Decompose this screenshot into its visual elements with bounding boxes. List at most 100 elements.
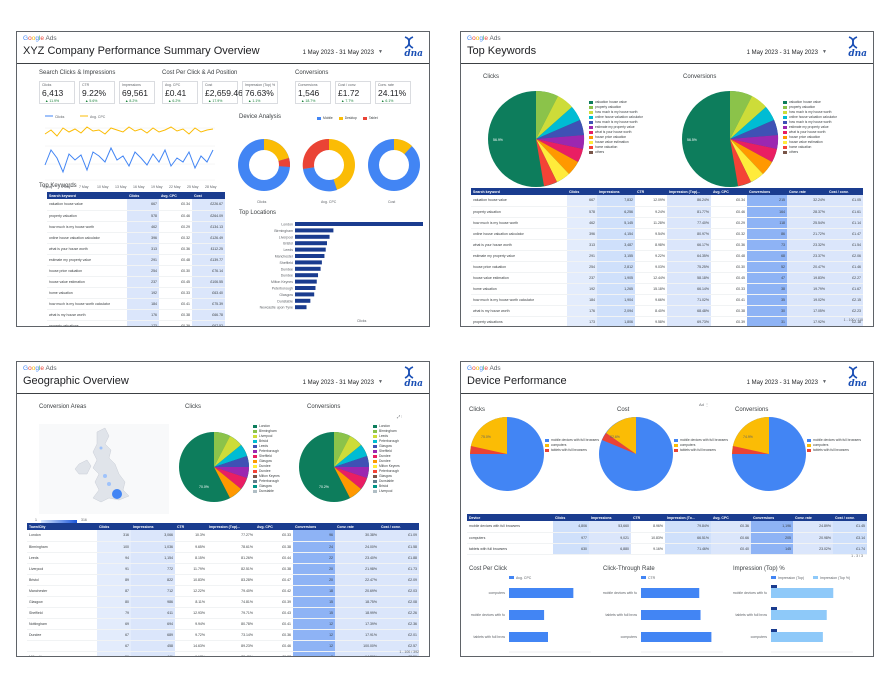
column-header[interactable]: Clicks [97,523,131,530]
table-row[interactable]: home valuation 192 £0.33 £63.40 [47,287,225,299]
column-header[interactable]: Conv. rate [335,523,379,530]
column-header[interactable]: Conv. rate [787,188,827,195]
table-row[interactable]: online house valuation calculator 396 4,15… [471,228,863,240]
table-row[interactable]: Leeds 94 1,154 8.15% 81.26% £0.44 22 23.40% £1.8… [27,552,419,564]
table-row[interactable]: house value estimation 237 £0.45 £106.55 [47,276,225,288]
conversion-areas-title: Conversion Areas [39,404,87,410]
column-header[interactable]: Impression (Top)... [207,523,255,530]
table-row[interactable]: how much is my house worth calculator 184… [47,298,225,310]
table-cell: house value estimation [47,276,127,288]
table-pager[interactable]: 1 - 3 / 3 [851,554,863,558]
table-row[interactable]: Milton Keynes 56 611 9.17% 72.42% £0.37 8 14.29… [27,651,419,656]
uk-map[interactable] [39,424,169,514]
table-cell: 15 [293,607,335,619]
column-header[interactable]: Town/City [27,523,97,530]
table-row[interactable]: Glasgow 80 986 8.11% 74.81% £0.39 15 18.75% £2.0… [27,596,419,608]
table-cell: 118 [747,217,787,229]
chevron-down-icon[interactable]: ▼ [378,49,383,55]
column-header[interactable]: Search keyword [471,188,567,195]
table-cell: £2.26 [379,607,419,619]
table-row[interactable]: Birmingham 100 1,036 9.65% 78.61% £0.38 24 24.0… [27,541,419,553]
legend-item: Dundee [373,454,400,459]
column-header[interactable]: Clicks [567,188,597,195]
table-row[interactable]: Nottingham 69 694 9.94% 80.78% £0.41 12 17.39% £… [27,618,419,630]
table-cell: 79.40% [207,585,255,597]
column-header[interactable]: Avg. CPC [159,192,192,199]
table-row[interactable]: how much is my house worth 462 £0.29 £134.1… [47,221,225,233]
date-range-picker[interactable]: 1 May 2023 - 31 May 2023 [302,50,374,56]
column-header[interactable]: Avg. CPC [711,514,751,521]
date-range-picker[interactable]: 1 May 2023 - 31 May 2023 [302,380,374,386]
table-row[interactable]: what is my house worth 176 2,094 8.40% 68.48… [471,305,863,317]
column-header[interactable]: Clicks [127,192,159,199]
column-header[interactable]: Avg. CPC [711,188,747,195]
table-row[interactable]: Manchester 87 712 12.22% 79.40% £0.42 18 20.69%… [27,585,419,597]
table-row[interactable]: valuation house value 667 £0.34 £226.67 [47,199,225,211]
table-row[interactable]: house price valuation 254 2,812 9.03% 75.25%… [471,261,863,273]
table-row[interactable]: mobile devices with full browsers 4,806 53… [467,521,867,533]
column-header[interactable]: Clicks [553,514,589,521]
table-row[interactable]: estimate my property value 291 £0.48 £139.7… [47,254,225,266]
column-header[interactable]: Device [467,514,553,521]
column-header[interactable]: CTR [631,514,665,521]
column-header[interactable]: CTR [175,523,207,530]
column-header[interactable]: Impressions [589,514,631,521]
table-cell: £1.05 [827,195,863,207]
column-header[interactable]: Cost / conv. [833,514,867,521]
table-row[interactable]: house value estimation 237 1,905 12.44% 58.1… [471,272,863,284]
date-range-picker[interactable]: 1 May 2023 - 31 May 2023 [746,50,818,56]
date-range-picker[interactable]: 1 May 2023 - 31 May 2023 [746,380,818,386]
table-row[interactable]: online house valuation calculator 396 £0.3… [47,232,225,244]
table-row[interactable]: house price valuation 254 £0.30 £76.14 [47,265,225,277]
column-header[interactable]: Impression (Top)... [667,188,711,195]
column-header[interactable]: Conversions [751,514,793,521]
table-row[interactable]: Liverpool 91 772 11.79% 82.51% £0.38 20 21.98% £… [27,563,419,575]
table-row[interactable]: Sheffield 79 611 12.93% 79.71% £0.43 15 18.99% £… [27,607,419,619]
table-row[interactable]: how much is my house worth calculator 184… [471,294,863,306]
column-header[interactable]: Conversions [747,188,787,195]
table-row[interactable]: property valuation 578 £0.46 £264.09 [47,210,225,222]
column-header[interactable]: Impressions [131,523,175,530]
column-header[interactable]: Impressions [597,188,635,195]
table-row[interactable]: Dundee 67 689 9.72% 73.14% £0.36 12 17.91% £2.01 [27,629,419,641]
chart-controls[interactable]: ⤢ ⋮ [397,414,403,419]
column-header[interactable]: Conv. rate [793,514,833,521]
table-row[interactable]: computers 977 9,021 10.83% 66.51% £0.66 205 20.… [467,532,867,544]
chevron-down-icon[interactable]: ▼ [822,49,827,55]
table-row[interactable]: 67 458 14.63% 89.23% £0.46 12 100.00% £2.57 [27,640,419,652]
table-row[interactable]: what is my house worth 176 £0.38 £66.78 [47,309,225,321]
chevron-down-icon[interactable]: ▼ [822,379,827,385]
table-row[interactable]: property valuation 578 6,256 9.24% 81.77% £0.… [471,206,863,218]
legend-item: Birmingham [373,429,400,434]
column-header[interactable]: Search keyword [47,192,127,199]
column-header[interactable]: CTR [635,188,667,195]
column-header[interactable]: Cost [192,192,225,199]
column-header[interactable]: Avg. CPC [255,523,293,530]
column-header[interactable]: Impression (To... [665,514,711,521]
table-cell: £0.36 [711,521,751,533]
table-row[interactable]: how much is my house worth 462 5,145 11.28%… [471,217,863,229]
table-row[interactable]: what is your house worth 313 £0.36 £112.25 [47,243,225,255]
column-header[interactable]: Conversions [293,523,335,530]
table-pager[interactable]: 1 - 100 / 392 [399,650,419,654]
table-row[interactable]: Bristol 89 822 10.83% 83.28% £0.47 20 22.47% £2.… [27,574,419,586]
ad-filter[interactable]: Ad ⋮ [699,402,710,407]
table-row[interactable]: estimate my property value 291 3,155 9.22% 6… [471,250,863,262]
table-row[interactable]: valuation house value 667 7,832 12.09% 86.24… [471,195,863,207]
page-title: Top Keywords [467,45,537,57]
table-row[interactable]: home valuation 192 1,265 15.18% 66.14% £0.33 3… [471,283,863,295]
column-header[interactable]: Cost / conv. [379,523,419,530]
chevron-down-icon[interactable]: ▼ [378,379,383,385]
table-cell: 630 [553,543,589,555]
table-row[interactable]: property valuations 173 £0.39 £67.52 [47,320,225,326]
column-header[interactable]: Cost / conv. [827,188,863,195]
table-cell: 173 [127,320,159,326]
table-cell: £75.39 [192,298,225,310]
table-row[interactable]: London 316 3,066 10.3% 77.27% £0.33 96 30.38% £1… [27,530,419,542]
table-cell: £0.32 [159,232,192,244]
table-row[interactable]: tablets with full browsers 630 6,880 9.16% 7… [467,543,867,555]
table-row[interactable]: what is your house worth 313 3,487 8.98% 66.… [471,239,863,251]
table-row[interactable]: property valuations 173 1,806 9.58% 69.73% £0… [471,316,863,326]
dna-logo: dna [841,36,867,60]
table-pager[interactable]: 1 - 100 / 110 [843,318,863,322]
